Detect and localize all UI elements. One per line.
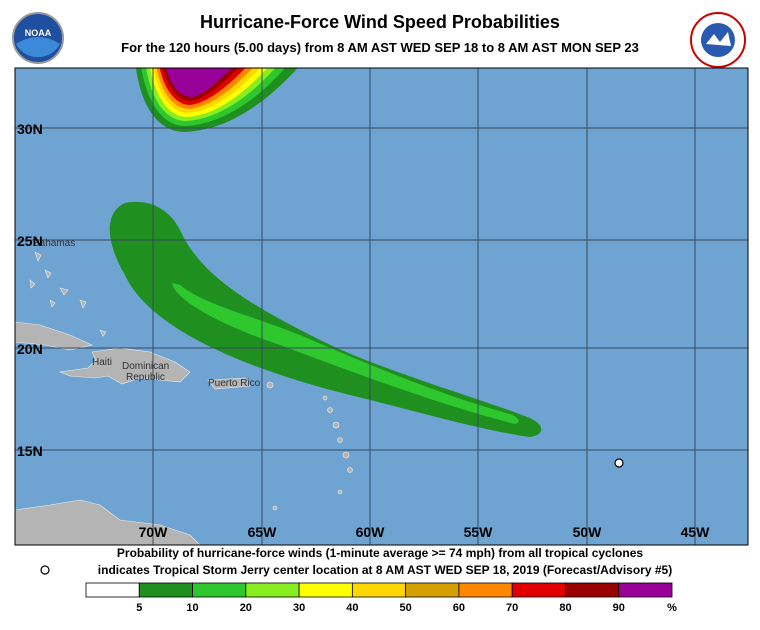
legend-circle <box>40 565 50 575</box>
legend-label: 5 <box>136 602 142 614</box>
place-label: Dominican <box>122 361 169 372</box>
footer-line: indicates Tropical Storm Jerry center lo… <box>98 563 672 577</box>
nws-logo <box>690 12 746 68</box>
legend-swatch <box>351 582 407 598</box>
storm-center <box>614 458 624 468</box>
legend-unit: % <box>667 602 677 614</box>
footer-line: Probability of hurricane-force winds (1-… <box>117 546 643 560</box>
legend-label: 70 <box>506 602 518 614</box>
svg-text:NOAA: NOAA <box>25 28 52 38</box>
ocean <box>15 68 748 545</box>
lon-label: 45W <box>681 524 711 540</box>
legend-swatch <box>85 582 140 598</box>
legend-swatch <box>618 582 673 598</box>
legend-swatch <box>138 582 193 598</box>
legend-swatch <box>458 582 513 598</box>
legend: 5 10 20 30 40 50 60 70 80 90% <box>85 582 677 614</box>
lon-label: 65W <box>248 524 278 540</box>
lon-label: 50W <box>573 524 603 540</box>
place-label: Bahamas <box>33 238 75 249</box>
legend-label: 60 <box>453 602 465 614</box>
legend-label: 10 <box>186 602 198 614</box>
legend-label: 30 <box>293 602 305 614</box>
subtitle: For the 120 hours (5.00 days) from 8 AM … <box>121 40 639 55</box>
graticule <box>15 68 748 545</box>
swath-10pct <box>172 283 519 424</box>
legend-swatch <box>298 582 353 598</box>
legend-swatch <box>565 582 620 598</box>
lat-label: 20N <box>17 341 43 357</box>
legend-swatch <box>245 582 300 598</box>
legend-label: 80 <box>559 602 571 614</box>
north-swath-90 <box>165 68 232 97</box>
lon-label: 60W <box>356 524 386 540</box>
lat-label: 25N <box>17 233 43 249</box>
legend-swatch <box>192 582 247 598</box>
legend-label: 90 <box>613 602 625 614</box>
legend-swatch <box>405 582 460 598</box>
place-label: Puerto Rico <box>208 378 261 389</box>
lat-label: 30N <box>17 121 43 137</box>
legend-label: 20 <box>240 602 252 614</box>
place-label: Republic <box>126 372 165 383</box>
legend-swatch <box>511 582 566 598</box>
map-frame <box>14 67 749 546</box>
legend-label: 50 <box>400 602 412 614</box>
legend-label: 40 <box>346 602 358 614</box>
lon-label: 70W <box>139 524 169 540</box>
lon-label: 55W <box>464 524 494 540</box>
lat-label: 15N <box>17 443 43 459</box>
place-label: Haiti <box>92 357 112 368</box>
map: Bahamas Haiti Dominican Republic Puerto … <box>15 68 748 545</box>
title: Hurricane-Force Wind Speed Probabilities <box>200 12 560 32</box>
noaa-logo: NOAA <box>12 12 64 64</box>
